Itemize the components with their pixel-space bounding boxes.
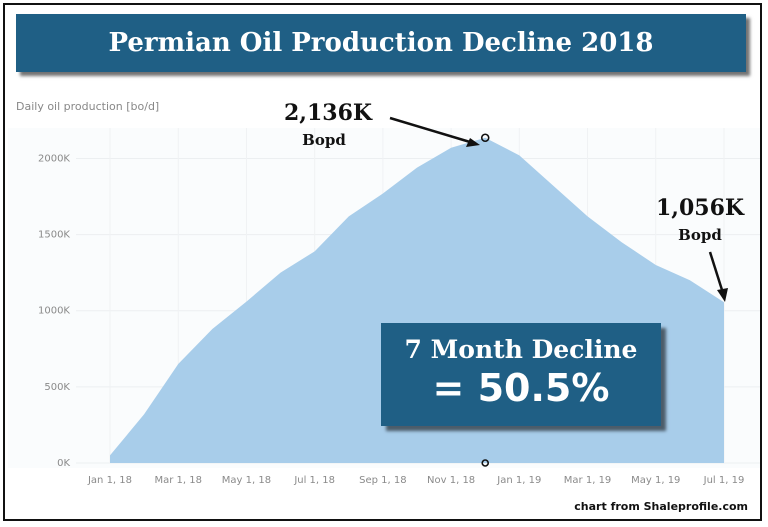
y-tick-label: 1000K [38,306,70,317]
peak-unit-label: Bopd [302,131,346,149]
x-tick-label: Jan 1, 18 [87,475,132,486]
x-tick-label: Sep 1, 18 [359,475,406,486]
x-tick-label: Mar 1, 19 [564,475,612,486]
source-credit: chart from Shaleprofile.com [574,500,748,513]
peak-value-label: 2,136K [284,100,373,126]
y-axis-ticks: 0K 500K 1000K 1500K 2000K [38,153,70,469]
y-axis-label: Daily oil production [bo/d] [16,100,160,113]
x-tick-label: Jan 1, 19 [496,475,541,486]
peak-arrowhead [466,138,480,147]
x-tick-label: Nov 1, 18 [427,475,475,486]
x-tick-label: May 1, 18 [222,475,271,486]
peak-arrow [389,116,471,144]
y-tick-label: 1500K [38,230,70,241]
y-tick-label: 2000K [38,153,70,164]
latest-unit-label: Bopd [678,226,722,244]
latest-arrowhead [717,288,728,302]
baseline-marker [481,459,490,467]
decline-callout: 7 Month Decline = 50.5% [381,323,661,426]
chart-title: Permian Oil Production Decline 2018 [16,14,746,72]
x-tick-label: Jul 1, 18 [293,475,335,486]
y-tick-label: 0K [57,458,70,469]
decline-title: 7 Month Decline [404,335,638,364]
x-axis-ticks: Jan 1, 18 Mar 1, 18 May 1, 18 Jul 1, 18 Sep … [87,475,744,486]
x-tick-label: Jul 1, 19 [703,475,745,486]
x-tick-label: Mar 1, 18 [154,475,202,486]
latest-arrow [708,251,724,291]
x-tick-label: May 1, 19 [631,475,680,486]
peak-marker [480,133,490,143]
latest-value-label: 1,056K [656,195,745,221]
decline-percent: = 50.5% [432,366,610,410]
y-tick-label: 500K [44,382,70,393]
